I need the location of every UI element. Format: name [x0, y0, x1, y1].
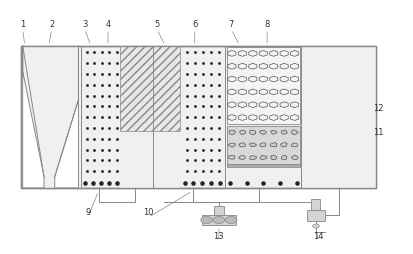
Text: 11: 11: [373, 128, 383, 137]
Polygon shape: [249, 143, 256, 147]
Circle shape: [313, 224, 319, 228]
Bar: [227, 164, 300, 167]
Circle shape: [225, 216, 237, 224]
Text: 14: 14: [313, 232, 323, 241]
Bar: [120, 46, 153, 131]
Text: 8: 8: [264, 20, 270, 29]
Polygon shape: [291, 143, 297, 147]
Polygon shape: [239, 143, 246, 147]
Polygon shape: [292, 155, 298, 160]
Polygon shape: [281, 130, 287, 134]
Text: 3: 3: [82, 20, 88, 29]
Polygon shape: [260, 155, 267, 160]
Bar: [120, 131, 153, 188]
Polygon shape: [281, 155, 287, 160]
Text: 2: 2: [49, 20, 54, 29]
Text: 6: 6: [192, 20, 197, 29]
Polygon shape: [55, 46, 78, 188]
Text: 9: 9: [85, 208, 90, 217]
Polygon shape: [250, 156, 257, 160]
Bar: [202, 215, 236, 225]
Text: 4: 4: [105, 20, 111, 29]
Polygon shape: [271, 131, 277, 134]
Polygon shape: [270, 143, 277, 147]
Bar: [227, 126, 300, 164]
Polygon shape: [271, 155, 277, 160]
Polygon shape: [229, 130, 235, 134]
Bar: [21, 46, 376, 188]
Polygon shape: [23, 46, 44, 188]
Circle shape: [213, 216, 225, 224]
Polygon shape: [229, 155, 235, 159]
Bar: [153, 131, 180, 188]
Polygon shape: [228, 143, 235, 147]
Text: 13: 13: [214, 232, 224, 241]
Text: 1: 1: [20, 20, 25, 29]
Polygon shape: [249, 130, 256, 135]
Text: 7: 7: [228, 20, 234, 29]
Polygon shape: [259, 130, 266, 134]
Circle shape: [201, 216, 212, 224]
Bar: [227, 47, 300, 124]
Polygon shape: [260, 143, 266, 147]
Bar: [311, 199, 320, 210]
Polygon shape: [292, 130, 298, 134]
Bar: [307, 210, 325, 221]
Polygon shape: [239, 156, 245, 160]
Text: 10: 10: [143, 208, 154, 217]
Polygon shape: [280, 142, 287, 147]
Bar: [214, 206, 224, 216]
Bar: [21, 46, 376, 188]
Text: 12: 12: [373, 104, 383, 113]
Bar: [153, 46, 180, 131]
Polygon shape: [240, 130, 246, 134]
Bar: [301, 46, 376, 188]
Bar: [21, 46, 81, 188]
Text: 5: 5: [154, 20, 159, 29]
